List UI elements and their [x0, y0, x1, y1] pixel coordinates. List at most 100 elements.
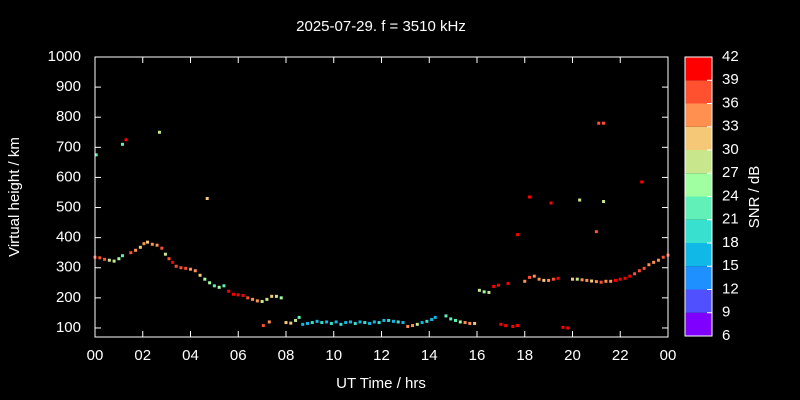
colorbar-label: SNR / dB [746, 166, 763, 229]
point [208, 281, 212, 285]
x-tick-label: 04 [182, 347, 199, 364]
point [411, 324, 415, 328]
point [463, 321, 467, 325]
colorbar-tick-label: 42 [722, 48, 739, 65]
point [94, 153, 98, 157]
colorbar-band [685, 103, 712, 127]
point [289, 321, 293, 325]
point [377, 321, 381, 325]
y-tick-label: 600 [56, 168, 81, 185]
point [301, 322, 305, 326]
point [640, 180, 644, 184]
y-tick-label: 300 [56, 259, 81, 276]
point [348, 320, 352, 324]
colorbar-tick-label: 39 [722, 71, 739, 88]
point [217, 285, 221, 289]
point [444, 314, 448, 318]
point [449, 317, 453, 321]
point [310, 321, 314, 325]
colorbar-tick-label: 21 [722, 211, 739, 228]
point [537, 277, 541, 281]
point [415, 322, 419, 326]
point [155, 243, 159, 247]
point [325, 320, 329, 324]
point [504, 324, 508, 328]
point [487, 290, 491, 294]
point [274, 294, 278, 298]
point [160, 246, 164, 250]
point [623, 276, 627, 280]
point [468, 321, 472, 325]
point [315, 319, 319, 323]
point [602, 200, 606, 204]
point [387, 318, 391, 322]
colorbar-band [685, 196, 712, 220]
point [372, 320, 376, 324]
point [594, 230, 598, 234]
point [284, 321, 288, 325]
point [613, 278, 617, 282]
point [575, 277, 579, 281]
point [120, 142, 124, 146]
point [633, 272, 637, 276]
point [382, 318, 386, 322]
point [401, 321, 405, 325]
colorbar-band [685, 312, 712, 336]
point [120, 254, 124, 258]
y-tick-label: 400 [56, 229, 81, 246]
point [516, 233, 520, 237]
y-tick-label: 1000 [48, 48, 81, 65]
point [320, 321, 324, 325]
x-tick-label: 16 [469, 347, 486, 364]
point [124, 138, 128, 142]
point [549, 201, 553, 205]
point [528, 195, 532, 199]
point [454, 318, 458, 322]
point [334, 320, 338, 324]
x-tick-label: 22 [612, 347, 629, 364]
y-tick-label: 100 [56, 319, 81, 336]
point [129, 251, 133, 255]
x-tick-label: 20 [564, 347, 581, 364]
x-tick-label: 02 [134, 347, 151, 364]
y-axis-label: Virtual height / km [6, 137, 23, 257]
point [212, 284, 216, 288]
point [117, 257, 121, 261]
point [251, 297, 255, 301]
point [425, 319, 429, 323]
colorbar-band [685, 57, 712, 81]
point [542, 278, 546, 282]
point [652, 260, 656, 264]
point [368, 321, 372, 325]
point [138, 245, 142, 249]
point [618, 277, 622, 281]
point [270, 294, 274, 298]
colorbar-band [685, 150, 712, 174]
x-tick-label: 14 [421, 347, 438, 364]
point [163, 252, 167, 256]
point [656, 258, 660, 262]
point [506, 281, 510, 285]
x-tick-label: 12 [373, 347, 390, 364]
point [157, 130, 161, 134]
point [134, 248, 138, 252]
point [150, 242, 154, 246]
point [492, 284, 496, 288]
point [561, 325, 565, 329]
colorbar-tick-label: 9 [722, 304, 730, 321]
point [473, 321, 477, 325]
point [227, 289, 231, 293]
point [590, 279, 594, 283]
colorbar-tick-label: 33 [722, 118, 739, 135]
point [661, 255, 665, 259]
point [396, 320, 400, 324]
x-axis-label: UT Time / hrs [336, 375, 426, 392]
colorbar-tick-label: 27 [722, 164, 739, 181]
point [511, 324, 515, 328]
point [241, 293, 245, 297]
point [647, 263, 651, 267]
point [205, 197, 209, 201]
point [496, 283, 500, 287]
point [458, 320, 462, 324]
